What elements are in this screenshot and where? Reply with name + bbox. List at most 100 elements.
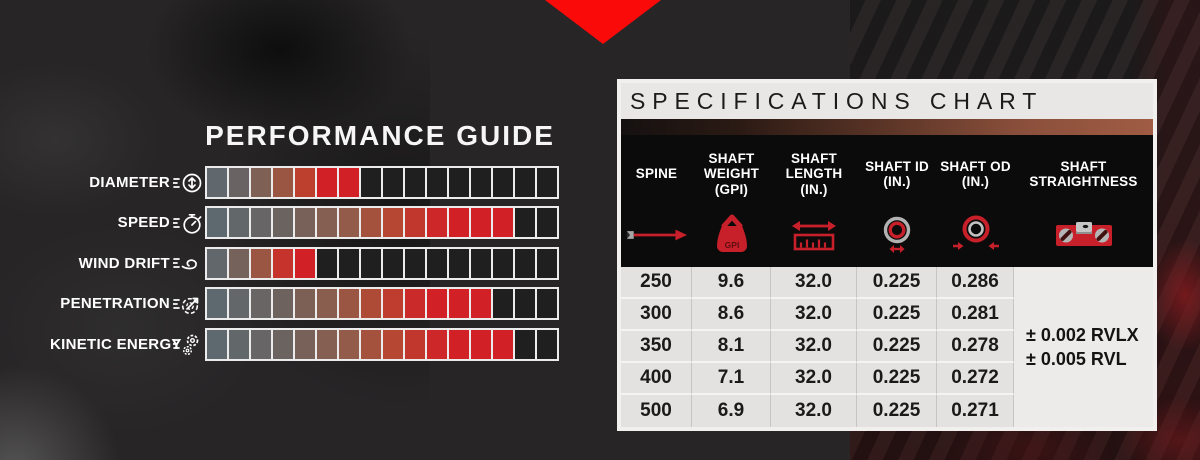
bar-segment-empty bbox=[493, 168, 513, 197]
bar-segment-filled bbox=[427, 289, 447, 319]
shaft-straightness-cell: ± 0.002 RVLX ± 0.005 RVL bbox=[1014, 267, 1153, 427]
bar-segment-empty bbox=[405, 168, 425, 197]
bar-segment-filled bbox=[229, 208, 249, 238]
spec-cell: 400 bbox=[621, 363, 692, 395]
svg-text:GPI: GPI bbox=[724, 240, 739, 250]
bar-segment-empty bbox=[405, 248, 425, 278]
bar-segment-filled bbox=[449, 208, 469, 238]
spec-cell: 300 bbox=[621, 299, 692, 331]
bar-segment-filled bbox=[427, 329, 447, 359]
spec-column-label: SHAFT ID (IN.) bbox=[865, 158, 929, 189]
spec-column-label: SHAFT WEIGHT (GPI) bbox=[703, 151, 760, 197]
bar-segment-filled bbox=[273, 289, 293, 319]
bar-segment-filled bbox=[339, 289, 359, 319]
spec-cell: 0.281 bbox=[937, 299, 1014, 331]
spec-cell: 0.271 bbox=[937, 395, 1014, 427]
spec-cell: 0.225 bbox=[857, 267, 937, 299]
spec-cell: 0.272 bbox=[937, 363, 1014, 395]
bar-segment-filled bbox=[207, 289, 227, 319]
bar-segment-filled bbox=[449, 289, 469, 319]
bar-segment-filled bbox=[273, 208, 293, 238]
performance-row: DIAMETER bbox=[50, 166, 559, 199]
bar-segment-empty bbox=[471, 168, 491, 197]
bar-segment-filled bbox=[251, 208, 271, 238]
spec-cell: 7.1 bbox=[692, 363, 771, 395]
bar-segment-filled bbox=[339, 208, 359, 238]
spec-cell: 350 bbox=[621, 331, 692, 363]
specifications-chart-title: SPECIFICATIONS CHART bbox=[621, 83, 1153, 119]
bar-segment-filled bbox=[471, 208, 491, 238]
bar-segment-filled bbox=[273, 248, 293, 278]
spec-cell: 32.0 bbox=[771, 299, 857, 331]
performance-bar bbox=[205, 327, 559, 361]
bar-segment-filled bbox=[471, 329, 491, 359]
performance-guide-title: PERFORMANCE GUIDE bbox=[205, 120, 555, 151]
spec-cell: 0.225 bbox=[857, 299, 937, 331]
bar-segment-filled bbox=[317, 329, 337, 359]
bar-segment-filled bbox=[229, 168, 249, 197]
bar-segment-empty bbox=[515, 208, 535, 238]
spec-cell: 0.225 bbox=[857, 363, 937, 395]
bar-segment-filled bbox=[471, 289, 491, 319]
bar-segment-filled bbox=[207, 208, 227, 238]
bar-segment-filled bbox=[317, 168, 337, 197]
bar-segment-filled bbox=[273, 329, 293, 359]
bar-segment-filled bbox=[361, 329, 381, 359]
performance-label: SPEED bbox=[117, 214, 170, 232]
spec-column-header: SHAFT WEIGHT (GPI) GPI bbox=[692, 139, 771, 261]
spec-cell: 8.1 bbox=[692, 331, 771, 363]
shaft-length-icon bbox=[790, 209, 838, 261]
spec-cell: 500 bbox=[621, 395, 692, 427]
bar-segment-empty bbox=[537, 289, 557, 319]
spec-header: SPINE SHAFT WEIGHT (GPI) GPI SHAFT LENGTH (… bbox=[621, 135, 1153, 267]
bar-segment-empty bbox=[427, 168, 447, 197]
bar-segment-filled bbox=[229, 248, 249, 278]
spec-cell: 9.6 bbox=[692, 267, 771, 299]
specifications-chart: SPECIFICATIONS CHART SPINE SHAFT WEIGHT (… bbox=[617, 79, 1157, 431]
bar-segment-filled bbox=[361, 289, 381, 319]
bar-segment-filled bbox=[251, 248, 271, 278]
bar-segment-filled bbox=[427, 208, 447, 238]
bar-segment-empty bbox=[537, 248, 557, 278]
spec-column-label: SHAFT LENGTH (IN.) bbox=[785, 151, 843, 197]
straightness-value: ± 0.005 RVL bbox=[1026, 348, 1127, 369]
performance-bar bbox=[205, 246, 559, 280]
bar-segment-filled bbox=[317, 289, 337, 319]
spec-cell: 32.0 bbox=[771, 363, 857, 395]
performance-row: SPEED bbox=[50, 206, 559, 240]
spec-cell: 0.225 bbox=[857, 331, 937, 363]
bar-segment-empty bbox=[537, 329, 557, 359]
spec-cell: 0.225 bbox=[857, 395, 937, 427]
performance-bar bbox=[205, 166, 559, 199]
spec-cell: 32.0 bbox=[771, 395, 857, 427]
red-triangle-marker bbox=[545, 0, 661, 44]
performance-label: KINETIC ENERGY bbox=[50, 335, 182, 353]
spec-column-label: SHAFT OD (IN.) bbox=[940, 158, 1011, 189]
bar-segment-filled bbox=[207, 168, 227, 197]
speed-icon bbox=[173, 210, 203, 236]
kinetic-energy-icon bbox=[173, 331, 203, 357]
bar-segment-empty bbox=[515, 329, 535, 359]
spec-cell: 6.9 bbox=[692, 395, 771, 427]
bar-segment-filled bbox=[339, 168, 359, 197]
spec-column-header: SPINE bbox=[621, 139, 692, 261]
spec-cell: 0.278 bbox=[937, 331, 1014, 363]
bar-segment-empty bbox=[515, 168, 535, 197]
performance-label: PENETRATION bbox=[60, 295, 170, 313]
bar-segment-filled bbox=[317, 208, 337, 238]
bar-segment-filled bbox=[295, 168, 315, 197]
wind-drift-icon bbox=[173, 250, 203, 276]
bar-segment-filled bbox=[295, 248, 315, 278]
spec-cell: 32.0 bbox=[771, 331, 857, 363]
performance-label: DIAMETER bbox=[89, 174, 170, 191]
penetration-icon bbox=[173, 291, 203, 317]
bar-segment-empty bbox=[383, 248, 403, 278]
performance-row: KINETIC ENERGY bbox=[50, 327, 559, 361]
performance-row: PENETRATION bbox=[50, 287, 559, 321]
gpi-weight-icon: GPI bbox=[710, 209, 754, 261]
bar-segment-empty bbox=[361, 168, 381, 197]
bar-segment-filled bbox=[339, 329, 359, 359]
spec-cell: 8.6 bbox=[692, 299, 771, 331]
bar-segment-filled bbox=[295, 329, 315, 359]
